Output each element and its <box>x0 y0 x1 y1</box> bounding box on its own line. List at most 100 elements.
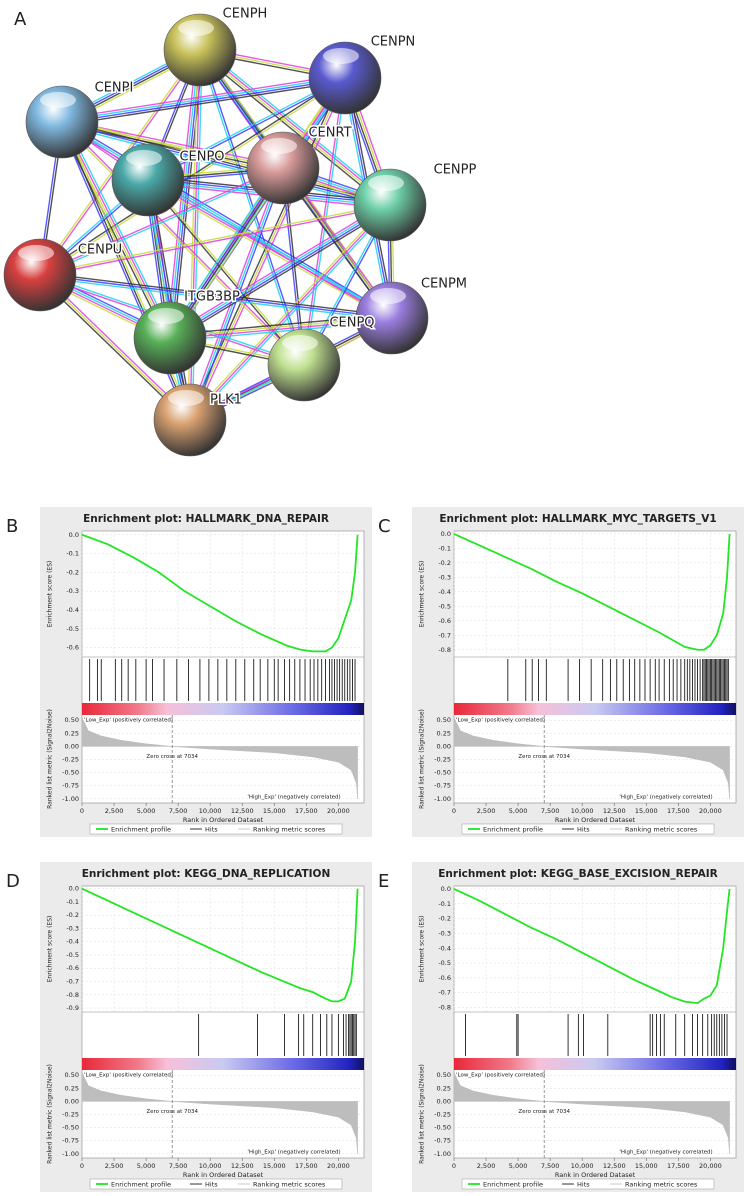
edge <box>40 272 393 317</box>
edge <box>187 166 282 420</box>
edge <box>61 124 390 209</box>
legend-label: Enrichment profile <box>111 825 171 833</box>
x-tick-label: 0 <box>80 1162 84 1170</box>
y2-axis-label: Ranked list metric (Signal2Noise) <box>419 709 426 809</box>
y2-tick-label: -0.25 <box>434 1111 451 1119</box>
edge <box>146 180 304 367</box>
edge <box>171 207 393 342</box>
x-tick-label: 12,500 <box>603 1162 626 1170</box>
y-tick-label: -0.7 <box>438 631 451 639</box>
edge <box>170 205 391 340</box>
ranked-metric-area <box>81 717 358 799</box>
node-highlight <box>18 245 54 261</box>
y-tick-label: 0.0 <box>69 531 79 539</box>
network: A CENPH CENPN CENPI CENPO CENRT CENPP CENPU CENP… <box>3 5 478 457</box>
y2-tick-label: 0.00 <box>65 1097 79 1105</box>
x-axis-label: Rank in Ordered Dataset <box>183 816 264 824</box>
edge <box>167 201 389 336</box>
legend-label: Ranking metric scores <box>253 1180 326 1188</box>
edge <box>302 77 345 365</box>
y2-tick-label: -1.00 <box>434 1150 451 1158</box>
panel-label: E <box>378 871 389 892</box>
y-tick-label: -0.6 <box>438 974 451 982</box>
x-tick-label: 15,000 <box>263 1162 286 1170</box>
edge <box>169 316 392 338</box>
x-tick-label: 20,000 <box>327 1162 350 1170</box>
rank-heat-strip <box>454 703 736 715</box>
chart-title: Enrichment plot: KEGG_DNA_REPLICATION <box>82 868 331 880</box>
node-label: CENPP <box>434 163 477 178</box>
y-tick-label: -0.3 <box>66 924 79 932</box>
y-tick-label: -0.8 <box>66 991 79 999</box>
chart-title: Enrichment plot: KEGG_BASE_EXCISION_REPA… <box>438 868 718 880</box>
enrichment-plot: D Enrichment plot: KEGG_DNA_REPLICATION 0.… <box>6 862 372 1192</box>
x-tick-label: 10,000 <box>199 1162 222 1170</box>
edge <box>60 122 170 339</box>
edge <box>61 122 390 207</box>
y2-tick-label: 0.00 <box>437 742 451 750</box>
y2-axis-label: Ranked list metric (Signal2Noise) <box>419 1064 426 1164</box>
edge <box>61 121 393 319</box>
y2-axis-label: Ranked list metric (Signal2Noise) <box>47 709 54 809</box>
y-tick-label: -0.1 <box>66 550 79 558</box>
y-tick-label: -0.6 <box>66 964 79 972</box>
x-tick-label: 7,500 <box>541 1162 560 1170</box>
y-tick-label: -0.3 <box>438 929 451 937</box>
y-tick-label: -0.5 <box>66 951 79 959</box>
y-tick-label: 0.0 <box>441 530 451 538</box>
y-tick-label: -0.2 <box>66 568 79 576</box>
legend-label: Enrichment profile <box>483 1180 543 1188</box>
y-tick-label: -0.1 <box>66 898 79 906</box>
y2-tick-label: -0.25 <box>62 1111 79 1119</box>
annotation: 'High_Exp' (negatively correlated) <box>247 1150 340 1156</box>
y-tick-label: -0.4 <box>66 938 79 946</box>
y2-tick-label: -0.25 <box>434 756 451 764</box>
node-label: CENPH <box>223 7 268 22</box>
y2-tick-label: -1.00 <box>434 795 451 803</box>
y2-tick-label: -0.75 <box>62 782 79 790</box>
y2-tick-label: -0.50 <box>434 769 451 777</box>
y2-tick-label: 0.50 <box>65 716 79 724</box>
x-tick-label: 2,500 <box>105 807 124 815</box>
legend-label: Enrichment profile <box>483 825 543 833</box>
y2-axis-label: Ranked list metric (Signal2Noise) <box>47 1064 54 1164</box>
edge <box>62 80 346 126</box>
enrichment-plot: E Enrichment plot: KEGG_BASE_EXCISION_REP… <box>378 862 744 1192</box>
y2-tick-label: -0.75 <box>434 782 451 790</box>
y-tick-label: -0.7 <box>438 989 451 997</box>
y-tick-label: -0.5 <box>438 959 451 967</box>
edge <box>201 46 393 203</box>
edge <box>148 178 306 365</box>
panel-label: D <box>6 871 20 892</box>
y-axis-label: Enrichment score (ES) <box>419 561 426 628</box>
y-tick-label: -0.8 <box>438 646 451 654</box>
panel-label: B <box>6 516 18 537</box>
legend-label: Hits <box>205 825 218 833</box>
x-tick-label: 20,000 <box>699 807 722 815</box>
ranked-metric-area <box>453 1072 730 1154</box>
edge <box>40 168 284 277</box>
edge <box>149 179 193 420</box>
annotation: 'Low_Exp' (positively correlated) <box>84 718 173 724</box>
plot-area <box>453 885 737 1159</box>
y2-tick-label: -1.00 <box>62 795 79 803</box>
x-tick-label: 17,500 <box>667 807 690 815</box>
x-tick-label: 10,000 <box>571 807 594 815</box>
node-highlight <box>40 92 76 108</box>
enrichment-plot: B Enrichment plot: HALLMARK_DNA_REPAIR 0.0… <box>6 507 372 837</box>
edge <box>61 76 345 122</box>
edge <box>198 50 390 207</box>
y-tick-label: -0.4 <box>438 944 451 952</box>
edge <box>39 274 393 319</box>
edge <box>39 276 392 321</box>
y-tick-label: -0.7 <box>66 977 79 985</box>
legend-label: Hits <box>205 1180 218 1188</box>
legend <box>461 1178 715 1190</box>
node-highlight <box>178 20 214 36</box>
annotation: 'High_Exp' (negatively correlated) <box>247 795 340 801</box>
rank-heat-strip <box>82 1058 364 1070</box>
y2-tick-label: -0.50 <box>434 1124 451 1132</box>
y2-tick-label: 0.25 <box>437 729 451 737</box>
edge <box>198 50 304 366</box>
y2-tick-label: -0.75 <box>62 1137 79 1145</box>
